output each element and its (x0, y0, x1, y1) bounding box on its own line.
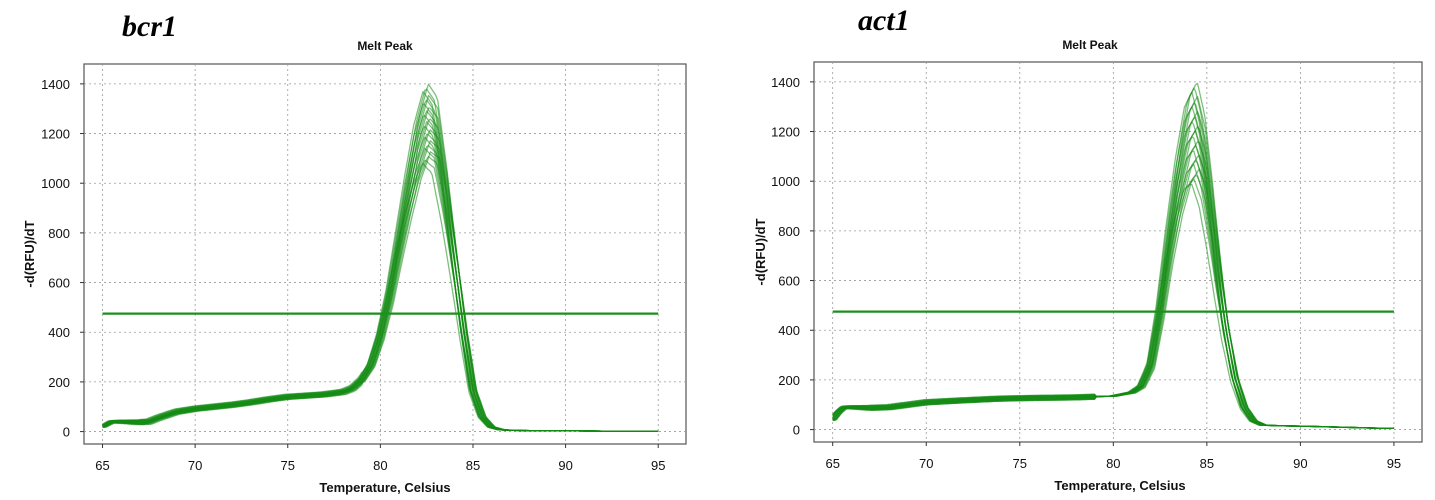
grid (814, 62, 1422, 442)
melt-curve (832, 82, 1394, 429)
x-tick-label: 75 (281, 458, 295, 473)
x-tick-label: 85 (1200, 456, 1214, 471)
x-tick-label: 75 (1013, 456, 1027, 471)
y-tick-label: 200 (778, 373, 800, 388)
x-tick-label: 70 (919, 456, 933, 471)
x-tick-label: 95 (1387, 456, 1401, 471)
y-tick-label: 0 (793, 423, 800, 438)
y-axis-title: -d(RFU)/dT (22, 220, 37, 287)
x-tick-label: 80 (1106, 456, 1120, 471)
y-tick-label: 400 (48, 325, 70, 340)
y-axis: 0 200 400 600 800 1000 1200 1400 (771, 75, 814, 438)
bcr1-panel: bcr1 Melt Peak 0 200 400 600 800 1000 1200 1400… (22, 10, 687, 495)
y-tick-label: 400 (778, 323, 800, 338)
y-tick-label: 800 (778, 224, 800, 239)
y-axis: 0 200 400 600 800 1000 1200 1400 (41, 77, 84, 440)
x-tick-label: 95 (651, 458, 665, 473)
y-tick-label: 1400 (771, 75, 800, 90)
y-tick-label: 1000 (41, 176, 70, 191)
x-axis: 65 70 75 80 85 90 95 (825, 442, 1401, 471)
act1-panel: act1 Melt Peak 0 200 400 600 800 1000 1200 1400… (753, 4, 1423, 493)
y-tick-label: 0 (63, 425, 70, 440)
y-tick-label: 600 (778, 274, 800, 289)
x-tick-label: 90 (558, 458, 572, 473)
chart-title: Melt Peak (357, 39, 413, 53)
gene-label-act1: act1 (858, 4, 910, 37)
gene-label-bcr1: bcr1 (122, 10, 177, 43)
y-axis-title: -d(RFU)/dT (753, 218, 768, 285)
melt-curve (102, 83, 659, 432)
y-tick-label: 200 (48, 375, 70, 390)
x-tick-label: 80 (373, 458, 387, 473)
x-axis-title: Temperature, Celsius (319, 480, 450, 495)
x-axis: 65 70 75 80 85 90 95 (95, 444, 665, 473)
x-tick-label: 65 (825, 456, 839, 471)
x-tick-label: 70 (188, 458, 202, 473)
plot-area (813, 61, 1423, 443)
y-tick-label: 1000 (771, 174, 800, 189)
y-tick-label: 1200 (771, 125, 800, 140)
y-tick-label: 600 (48, 276, 70, 291)
melt-curves (832, 82, 1394, 429)
y-tick-label: 1200 (41, 127, 70, 142)
y-tick-label: 1400 (41, 77, 70, 92)
chart-title: Melt Peak (1062, 38, 1118, 52)
x-axis-title: Temperature, Celsius (1054, 478, 1185, 493)
y-tick-label: 800 (48, 226, 70, 241)
x-tick-label: 90 (1293, 456, 1307, 471)
x-tick-label: 85 (466, 458, 480, 473)
x-tick-label: 65 (95, 458, 109, 473)
melt-curves (102, 83, 659, 432)
plot-area (83, 63, 687, 445)
